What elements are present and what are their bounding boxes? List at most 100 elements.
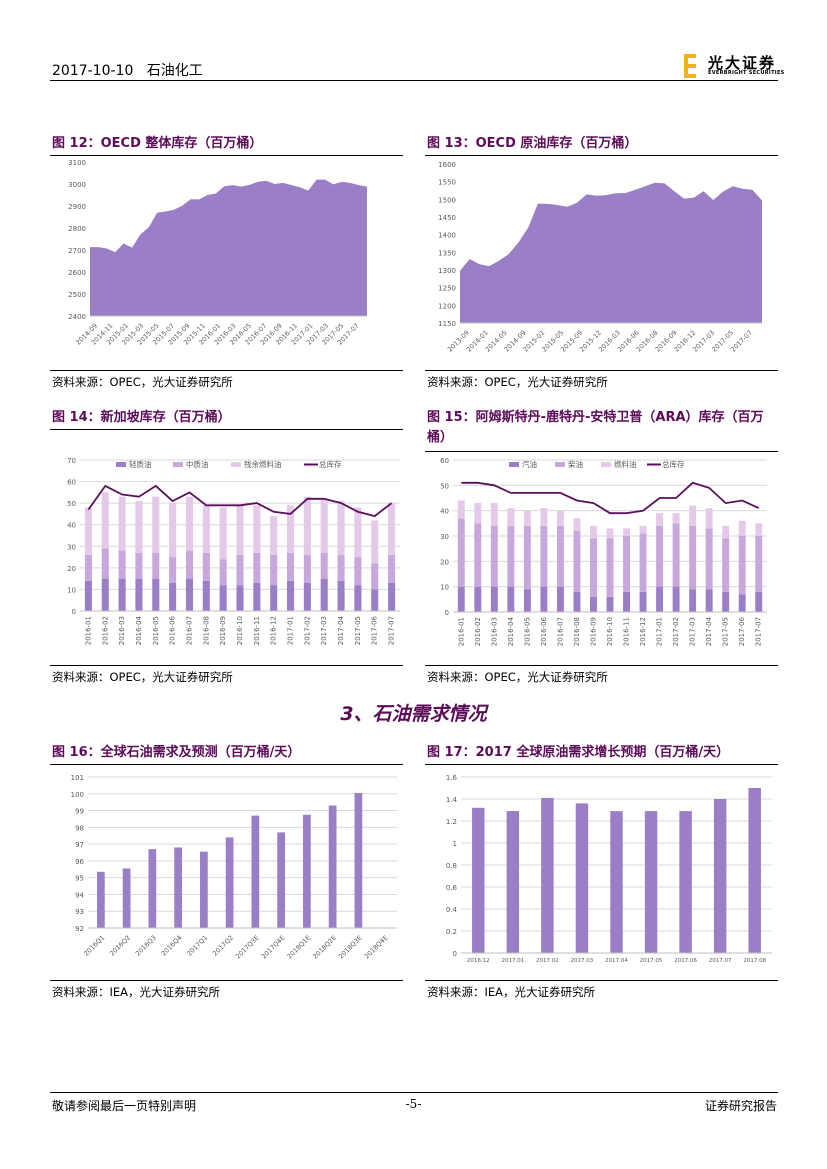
bar-segment [738,520,746,536]
x-tick-label: 2016-04 [135,615,143,645]
y-tick-label: 0 [445,609,449,617]
x-tick-label: 2016.12 [467,958,490,964]
bar-segment [152,578,160,611]
x-tick-label: 2017Q3E [234,934,261,961]
bar-segment [101,492,109,549]
x-tick-label: 2017-04 [705,616,713,646]
bar-segment [185,578,194,611]
bar-segment [219,585,227,611]
x-tick-label: 2016-06 [169,615,177,645]
y-tick-label: 1.4 [446,796,458,804]
bar-segment [270,554,278,586]
bar [303,814,311,928]
figure-13-title: 图 13：OECD 原油库存（百万桶） [427,136,638,151]
bar-segment [388,554,396,583]
area-series [90,179,367,316]
bar-segment [270,516,278,555]
bar-segment [84,580,92,611]
bar [748,788,761,953]
y-tick-label: 92 [75,925,84,933]
x-tick-label: 2017-05 [354,616,362,645]
bar [506,811,520,953]
legend-label: 总库存 [319,459,342,469]
x-tick-label: 2017Q2 [211,934,235,958]
bar-segment [457,500,465,519]
x-tick-label: 2016-11 [623,617,631,646]
bar [328,805,337,928]
figure-17-source-rule [425,980,778,981]
x-tick-label: 2016-06 [540,616,548,646]
bar-segment [755,591,763,612]
bar-segment [474,503,482,524]
x-tick-label: 2017-07 [388,616,396,645]
bar-segment [722,525,730,539]
bar-segment [540,508,548,526]
bar-segment [523,589,531,612]
figure-12-source-rule [50,370,403,371]
bar-segment [738,536,746,595]
x-tick-label: 2016-09 [219,616,227,645]
x-tick-label: 2016-03 [490,617,498,646]
bar-segment [270,585,278,611]
y-tick-label: 1200 [438,302,456,310]
bar-segment [337,554,345,581]
bar-segment [474,586,482,612]
x-tick-label: 2017Q1 [185,934,209,958]
bar-segment [202,552,210,581]
y-tick-label: 0.4 [446,906,458,914]
x-tick-label: 2017.04 [605,958,628,964]
figure-17-source: 资料来源：IEA，光大证券研究所 [427,985,596,999]
x-tick-label: 2016-05 [152,616,160,645]
x-tick-label: 2016-02 [101,616,109,645]
bar-segment [523,510,531,526]
section-heading: 3、石油需求情况 [340,703,487,725]
bar-segment [639,533,647,592]
x-tick-label: 2016-05 [523,617,531,646]
bar-segment [84,507,92,555]
figure-14-source: 资料来源：OPEC，光大证券研究所 [52,670,233,684]
x-tick-label: 2017-05 [722,617,730,646]
figure-14-source-rule [50,665,403,666]
bar-segment [755,536,763,592]
bar-segment [738,594,746,612]
y-tick-label: 10 [67,586,76,594]
bar-segment [540,525,548,587]
bar-segment [118,496,126,551]
bar-segment [371,589,379,611]
bar-segment [705,589,713,612]
logo-text-en: EVERBRIGHT SECURITIES [708,70,785,76]
bar-segment [303,582,311,611]
bar-segment [185,550,194,579]
x-tick-label: 2016Q1 [82,934,106,958]
bar-segment [354,507,362,558]
bar-segment [490,525,498,587]
y-tick-label: 60 [440,457,449,465]
y-tick-label: 97 [75,841,84,849]
y-tick-label: 0.8 [446,862,457,870]
y-tick-label: 2500 [68,291,86,299]
x-tick-label: 2018Q2E [311,934,338,961]
figure-15-source: 资料来源：OPEC，光大证券研究所 [427,670,608,684]
x-tick-label: 2017.02 [536,958,559,964]
x-tick-label: 2016Q2 [108,934,132,958]
legend-label: 柴油 [568,459,583,469]
figure-14-title: 图 14：新加坡库存（百万桶） [52,410,231,425]
footer-rule [50,1092,778,1093]
figure-17-title: 图 17：2017 全球原油需求增长预期（百万桶/天） [427,745,730,760]
bar [148,849,157,928]
y-tick-label: 20 [67,565,76,573]
y-tick-label: 1150 [438,320,456,328]
figure-12-title-rule [50,155,403,156]
bar [251,815,260,928]
x-tick-label: 2017.08 [743,958,766,964]
y-tick-label: 98 [75,824,84,832]
bar-segment [623,528,630,536]
bar-segment [573,591,581,612]
figure-12-source: 资料来源：OPEC，光大证券研究所 [52,375,233,389]
x-tick-label: 2017-07 [755,617,763,646]
bar [174,847,182,928]
bar [200,851,208,928]
company-logo: 光大证券 EVERBRIGHT SECURITIES [684,54,784,78]
bar [610,811,623,953]
y-tick-label: 99 [75,808,84,816]
